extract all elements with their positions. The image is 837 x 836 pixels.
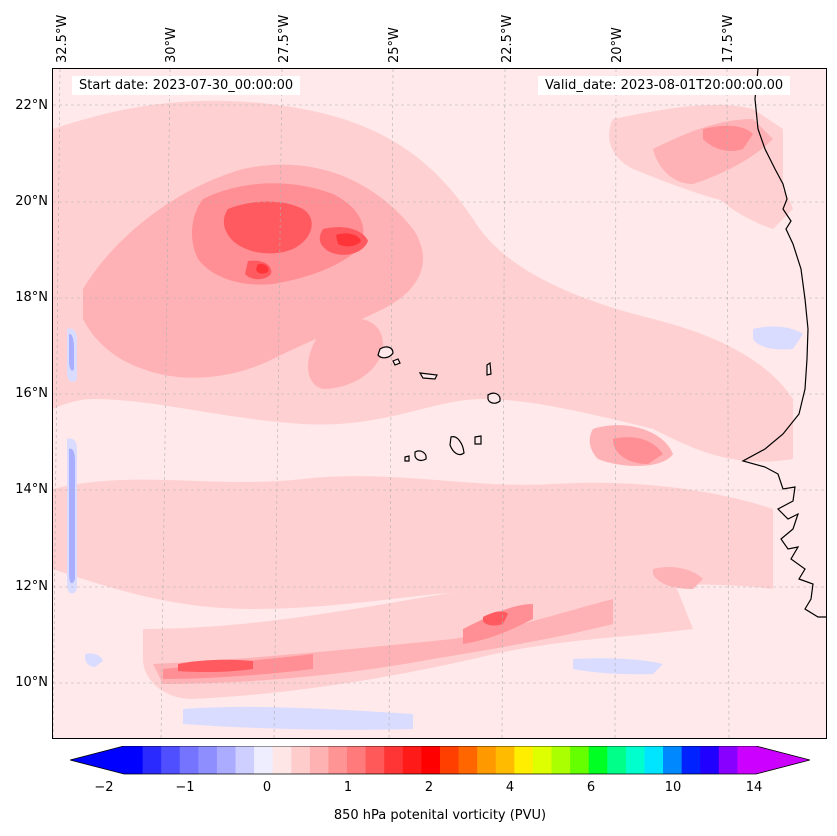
colorbar-segment [663,746,683,774]
colorbar-segment [570,746,590,774]
colorbar-segment [607,746,627,774]
colorbar-segment [347,746,367,774]
colorbar-segment [551,746,571,774]
cb-tick-1: 1 [343,780,353,795]
colorbar [70,746,810,775]
cb-tick-m2: −2 [94,780,114,795]
colorbar-segment [532,746,553,774]
colorbar-segment [737,746,757,774]
pv-field-negative-strong [69,333,75,584]
colorbar-segment [514,746,534,774]
colorbar-segment [588,746,608,774]
valid-date-text: Valid_date: 2023-08-01T20:00:00.00 [538,76,791,95]
cb-tick-6: 6 [586,780,596,795]
colorbar-segment [440,746,460,774]
colorbar-segment [495,746,515,774]
pv-contour-map [53,69,826,738]
lat-label-14n: 14°N [15,482,48,497]
colorbar-segment [421,746,441,774]
colorbar-segment [644,746,664,774]
colorbar-segment [365,746,385,774]
lat-label-16n: 16°N [15,386,48,401]
colorbar-segment [681,746,701,774]
colorbar-segment [235,746,255,774]
colorbar-segment [625,746,645,774]
colorbar-segment [254,746,274,774]
colorbar-segment [309,746,329,774]
lat-label-20n: 20°N [15,194,48,209]
lon-label-30w: 30°W [164,27,179,63]
african-coastline [741,69,826,618]
cb-tick-4: 4 [505,780,515,795]
lon-label-27-5w: 27.5°W [277,14,292,63]
colorbar-segment [328,746,348,774]
pv-field-light-pink [53,100,793,699]
colorbar-segment [700,746,720,774]
lat-label-12n: 12°N [15,579,48,594]
cb-tick-m1: −1 [175,780,195,795]
colorbar-segment [161,746,181,774]
colorbar-extend-min [70,746,124,774]
colorbar-segment [198,746,218,774]
lon-label-22-5w: 22.5°W [500,14,515,63]
lat-label-22n: 22°N [15,98,48,113]
map-panel [52,68,827,739]
colorbar-segment [458,746,478,774]
colorbar-segment [718,746,738,774]
lat-label-18n: 18°N [15,290,48,305]
cabo-verde-islands [377,346,501,462]
lon-label-20w: 20°W [610,27,625,63]
colorbar-outline [70,746,810,775]
colorbar-segment [179,746,199,774]
cb-tick-0: 0 [262,780,272,795]
colorbar-segment [477,746,497,774]
colorbar-segment [384,746,404,774]
colorbar-segment [142,746,162,774]
cb-tick-14: 14 [745,780,763,795]
colorbar-segment [124,746,144,774]
cb-tick-2: 2 [424,780,434,795]
colorbar-label: 850 hPa potenital vorticity (PVU) [333,808,547,823]
colorbar-segment [272,746,292,774]
pv-field-core [256,233,361,274]
lat-label-10n: 10°N [15,675,48,690]
colorbar-segment [291,746,311,774]
colorbar-extend-max [756,746,810,774]
colorbar-segments [70,746,810,774]
colorbar-segment [216,746,237,774]
start-date-text: Start date: 2023-07-30_00:00:00 [72,76,301,95]
colorbar-segment [402,746,422,774]
lon-label-17-5w: 17.5°W [721,14,736,63]
lon-label-32-5w: 32.5°W [55,14,70,63]
cb-tick-10: 10 [664,780,682,795]
lon-label-25w: 25°W [387,27,402,63]
graticule [53,69,826,738]
